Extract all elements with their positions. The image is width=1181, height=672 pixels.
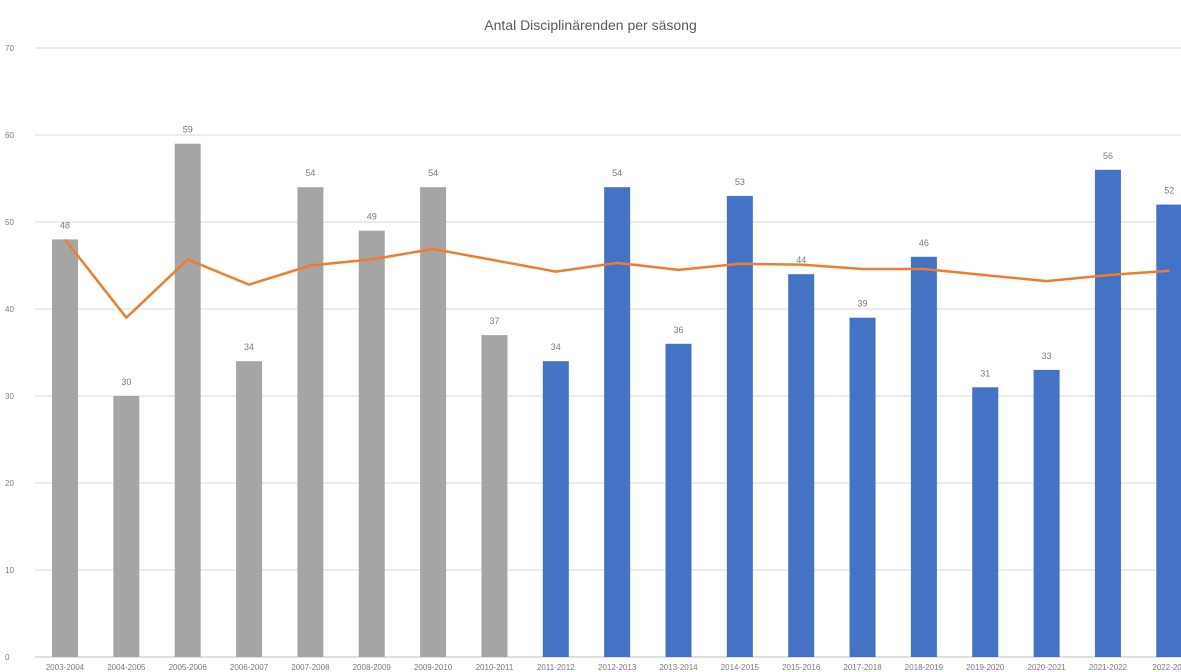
bar bbox=[972, 387, 999, 657]
y-tick-label: 20 bbox=[5, 479, 14, 488]
x-tick-label: 2017-2018 bbox=[843, 663, 882, 672]
x-tick-label: 2021-2022 bbox=[1089, 663, 1128, 672]
data-label: 34 bbox=[244, 342, 254, 352]
data-label: 34 bbox=[551, 342, 561, 352]
x-tick-label: 2004-2005 bbox=[107, 663, 146, 672]
bar bbox=[113, 396, 140, 657]
bar bbox=[1094, 169, 1121, 658]
bar bbox=[420, 187, 447, 657]
x-tick-label: 2007-2008 bbox=[291, 663, 330, 672]
bar bbox=[236, 361, 263, 657]
x-tick-label: 2019-2020 bbox=[966, 663, 1005, 672]
x-tick-label: 2014-2015 bbox=[721, 663, 760, 672]
x-tick-label: 2022-202 bbox=[1152, 663, 1181, 672]
bar bbox=[358, 230, 385, 657]
data-label: 54 bbox=[612, 168, 622, 178]
x-tick-label: 2003-2004 bbox=[46, 663, 85, 672]
data-label: 37 bbox=[489, 316, 499, 326]
data-label: 36 bbox=[673, 325, 683, 335]
trend-line bbox=[64, 238, 1170, 319]
data-label: 39 bbox=[858, 299, 868, 309]
data-label: 48 bbox=[60, 220, 70, 230]
bar bbox=[481, 335, 508, 657]
data-label: 56 bbox=[1103, 151, 1113, 161]
x-tick-label: 2008-2009 bbox=[353, 663, 392, 672]
bar bbox=[849, 317, 876, 657]
bar bbox=[726, 195, 753, 657]
data-label: 46 bbox=[919, 238, 929, 248]
data-label: 54 bbox=[305, 168, 315, 178]
bar bbox=[297, 187, 324, 657]
data-label: 31 bbox=[980, 368, 990, 378]
data-label: 44 bbox=[796, 255, 806, 265]
x-tick-label: 2011-2012 bbox=[537, 663, 575, 672]
data-label: 59 bbox=[183, 125, 193, 135]
x-tick-label: 2018-2019 bbox=[905, 663, 944, 672]
bar bbox=[604, 187, 631, 657]
bar bbox=[910, 256, 937, 657]
bar bbox=[1033, 369, 1060, 657]
bar bbox=[1156, 204, 1181, 657]
data-label: 49 bbox=[367, 212, 377, 222]
data-label: 54 bbox=[428, 168, 438, 178]
chart-title: Antal Disciplinärenden per säsong bbox=[484, 17, 697, 33]
y-tick-label: 60 bbox=[5, 131, 14, 140]
y-tick-label: 40 bbox=[5, 305, 14, 314]
y-tick-label: 0 bbox=[5, 653, 10, 662]
bar bbox=[788, 274, 815, 657]
x-tick-label: 2020-2021 bbox=[1027, 663, 1066, 672]
y-tick-label: 50 bbox=[5, 218, 14, 227]
bar bbox=[174, 143, 201, 657]
y-tick-label: 30 bbox=[5, 392, 14, 401]
data-label: 53 bbox=[735, 177, 745, 187]
data-label: 52 bbox=[1164, 186, 1174, 196]
x-tick-label: 2009-2010 bbox=[414, 663, 453, 672]
x-tick-label: 2015-2016 bbox=[782, 663, 821, 672]
x-tick-label: 2012-2013 bbox=[598, 663, 637, 672]
data-label: 30 bbox=[121, 377, 131, 387]
y-tick-label: 70 bbox=[5, 44, 14, 53]
x-tick-label: 2010-2011 bbox=[476, 663, 514, 672]
bar bbox=[52, 239, 78, 657]
x-tick-label: 2013-2014 bbox=[659, 663, 698, 672]
data-label: 33 bbox=[1042, 351, 1052, 361]
bar bbox=[665, 343, 692, 657]
bar bbox=[542, 361, 569, 657]
y-tick-label: 10 bbox=[5, 566, 14, 575]
x-tick-label: 2006-2007 bbox=[230, 663, 269, 672]
x-tick-label: 2005-2006 bbox=[169, 663, 208, 672]
